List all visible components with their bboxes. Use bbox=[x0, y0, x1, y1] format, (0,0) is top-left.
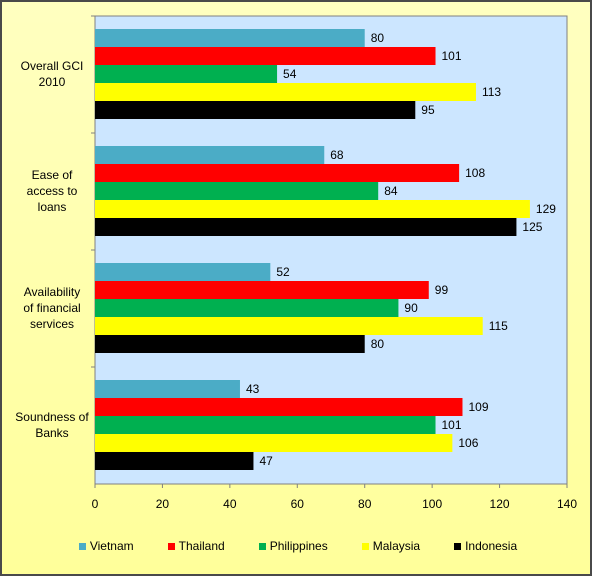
bar-malaysia bbox=[95, 317, 483, 335]
bar-philippines bbox=[95, 182, 379, 200]
legend-swatch bbox=[167, 542, 175, 550]
bar-indonesia bbox=[95, 101, 416, 119]
bar-philippines bbox=[95, 416, 436, 434]
legend-label: Vietnam bbox=[89, 539, 134, 553]
bar-indonesia bbox=[95, 452, 254, 470]
data-label: 125 bbox=[522, 220, 542, 234]
legend-swatch bbox=[78, 542, 86, 550]
data-label: 90 bbox=[404, 301, 418, 315]
data-label: 106 bbox=[458, 436, 478, 450]
bar-vietnam bbox=[95, 29, 365, 47]
data-label: 108 bbox=[465, 166, 485, 180]
legend-item-indonesia: Indonesia bbox=[454, 536, 517, 556]
legend-label: Indonesia bbox=[465, 539, 518, 553]
bar-indonesia bbox=[95, 335, 365, 353]
bar-thailand bbox=[95, 47, 436, 65]
bar-indonesia bbox=[95, 218, 517, 236]
bar-vietnam bbox=[95, 146, 325, 164]
data-label: 68 bbox=[330, 148, 344, 162]
x-tick-label: 40 bbox=[223, 497, 237, 511]
x-tick-label: 0 bbox=[92, 497, 99, 511]
data-label: 52 bbox=[276, 265, 290, 279]
category-label: Availability of financial services bbox=[23, 285, 80, 331]
x-tick-label: 20 bbox=[156, 497, 170, 511]
data-label: 101 bbox=[442, 49, 462, 63]
bar-malaysia bbox=[95, 434, 453, 452]
legend-label: Philippines bbox=[269, 539, 328, 553]
legend-swatch bbox=[258, 542, 266, 550]
x-tick-label: 100 bbox=[422, 497, 442, 511]
legend-label: Thailand bbox=[178, 539, 225, 553]
legend-label: Malaysia bbox=[372, 539, 421, 553]
data-label: 101 bbox=[442, 418, 462, 432]
legend-item-thailand: Thailand bbox=[167, 536, 225, 556]
x-tick-label: 60 bbox=[291, 497, 305, 511]
bar-vietnam bbox=[95, 263, 271, 281]
category-label: Overall GCI 2010 bbox=[21, 59, 84, 89]
category-label: Ease of access to loans bbox=[27, 168, 78, 214]
data-label: 109 bbox=[468, 400, 488, 414]
legend: Vietnam Thailand Philippines Malaysia Indone… bbox=[2, 536, 592, 556]
data-label: 80 bbox=[371, 337, 385, 351]
data-label: 84 bbox=[384, 184, 398, 198]
data-label: 115 bbox=[489, 319, 508, 333]
x-tick-label: 120 bbox=[490, 497, 510, 511]
legend-item-philippines: Philippines bbox=[258, 536, 328, 556]
data-label: 47 bbox=[259, 454, 273, 468]
bar-malaysia bbox=[95, 83, 476, 101]
x-tick-label: 80 bbox=[358, 497, 372, 511]
bar-malaysia bbox=[95, 200, 530, 218]
legend-item-vietnam: Vietnam bbox=[78, 536, 134, 556]
bar-thailand bbox=[95, 398, 463, 416]
bar-philippines bbox=[95, 65, 278, 83]
data-label: 99 bbox=[435, 283, 449, 297]
bar-thailand bbox=[95, 281, 429, 299]
data-label: 113 bbox=[482, 85, 501, 99]
data-label: 129 bbox=[536, 202, 556, 216]
legend-item-malaysia: Malaysia bbox=[361, 536, 421, 556]
legend-swatch bbox=[454, 542, 462, 550]
data-label: 95 bbox=[421, 103, 435, 117]
bar-philippines bbox=[95, 299, 399, 317]
bar-thailand bbox=[95, 164, 460, 182]
data-label: 43 bbox=[246, 382, 260, 396]
data-label: 80 bbox=[371, 31, 385, 45]
x-tick-label: 140 bbox=[557, 497, 577, 511]
bar-vietnam bbox=[95, 380, 240, 398]
legend-swatch bbox=[361, 542, 369, 550]
category-label: Soundness of Banks bbox=[15, 410, 89, 440]
data-label: 54 bbox=[283, 67, 297, 81]
